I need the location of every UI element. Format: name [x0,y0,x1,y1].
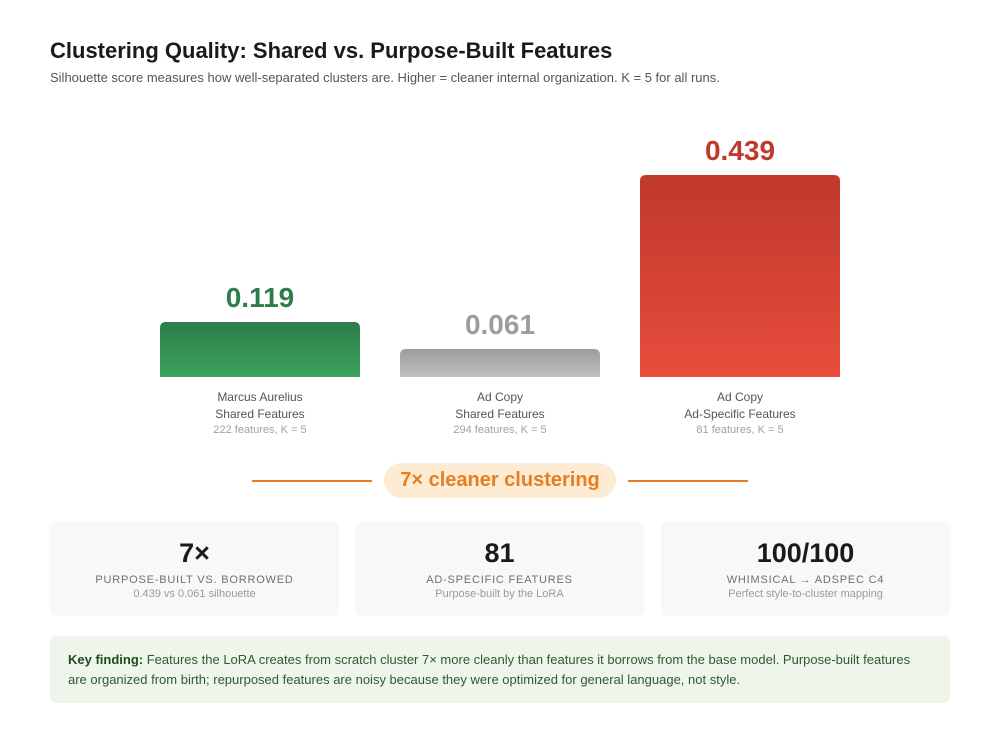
x-tick-label: Marcus Aurelius [217,390,302,404]
bar-value-label: 0.119 [226,282,295,313]
stat-card-mapping: 100/100 Whimsical → AdSpec C4 Perfect st… [661,522,950,616]
callout-line-left [252,480,372,482]
bar-2 [400,349,600,377]
bar-value-label: 0.439 [705,135,775,166]
x-tick-detail: 294 features, K = 5 [453,424,546,436]
callout-badge: 7× cleaner clustering [384,463,616,498]
stat-label: Whimsical → AdSpec C4 [726,574,885,586]
x-tick-label: Ad Copy [477,390,523,404]
page-title: Clustering Quality: Shared vs. Purpose-B… [50,38,613,63]
stat-detail: 0.439 vs 0.061 silhouette [133,588,256,600]
x-tick-label: Shared Features [455,407,544,421]
key-finding-box: Key finding: Features the LoRA creates f… [50,636,950,703]
x-tick-label: Ad-Specific Features [684,407,795,421]
stats-row: 7× Purpose-built vs. borrowed 0.439 vs 0… [50,522,950,616]
key-finding-lead: Key finding: [68,652,144,667]
x-tick-detail: 222 features, K = 5 [213,424,306,436]
callout-line-right [628,480,748,482]
stat-label: Ad-specific features [426,574,573,586]
stat-detail: Purpose-built by the LoRA [435,588,564,600]
x-tick-label: Ad Copy [717,390,763,404]
silhouette-bar-chart: 0.119 Marcus Aurelius Shared Features 222 f… [160,135,840,436]
key-finding-text: Features the LoRA creates from scratch c… [68,652,911,687]
stat-value: 100/100 [756,538,855,568]
stat-value: 81 [484,538,515,568]
bar-1 [160,322,360,377]
stat-card-features: 81 Ad-specific features Purpose-built by… [355,522,644,616]
stat-value: 7× [179,538,210,568]
stat-card-ratio: 7× Purpose-built vs. borrowed 0.439 vs 0… [50,522,339,616]
stat-label: Purpose-built vs. borrowed [95,574,294,586]
stat-detail: Perfect style-to-cluster mapping [728,588,883,600]
bar-3 [640,175,840,377]
x-tick-label: Shared Features [215,407,304,421]
page-subtitle: Silhouette score measures how well-separ… [50,70,720,85]
bar-value-label: 0.061 [465,309,535,340]
x-tick-detail: 81 features, K = 5 [696,424,783,436]
